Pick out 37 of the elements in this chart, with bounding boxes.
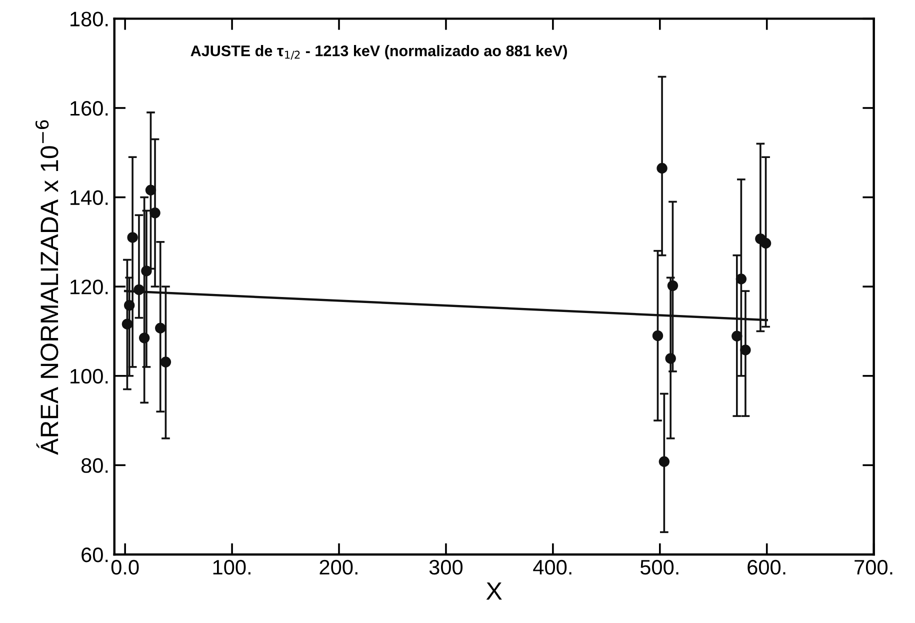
point <box>127 232 138 243</box>
x-tick-label: 300 <box>429 560 463 575</box>
x-tick-label: 500. <box>640 560 678 575</box>
x-tick-label: 0.0 <box>111 560 139 575</box>
point <box>760 238 772 249</box>
point <box>122 318 133 330</box>
x-tick-label: 600. <box>748 560 786 575</box>
x-tick-label: 200. <box>320 560 358 575</box>
point <box>665 353 676 364</box>
point <box>667 280 678 292</box>
point <box>134 284 144 296</box>
point <box>124 300 135 311</box>
point <box>656 162 668 174</box>
point <box>740 344 751 356</box>
y-tick-label: 60. <box>82 547 108 562</box>
y-tick-label: 100. <box>70 368 108 384</box>
y-tick-label: 140. <box>70 190 108 206</box>
point <box>138 332 150 344</box>
annotation: AJUSTE de τ$_{1/2}$ - 1213 keV (normalizado ao 881 keV) <box>190 45 567 60</box>
x-tick-label: 100. <box>213 560 250 575</box>
point <box>145 184 156 196</box>
point <box>155 322 166 334</box>
point <box>732 330 742 342</box>
y-tick-label: 120. <box>70 280 108 294</box>
y-axis-title: ÁREA NORMALIZADA x 10$^{−6}$ <box>35 120 58 455</box>
point <box>658 456 670 467</box>
point <box>150 208 160 218</box>
x-tick-label: 400. <box>533 560 572 575</box>
point <box>736 274 747 284</box>
y-tick-label: 80. <box>81 458 108 473</box>
y-tick-label: 180. <box>70 12 108 26</box>
point <box>652 330 664 342</box>
y-tick-label: 160. <box>70 100 108 116</box>
point <box>141 266 152 276</box>
point <box>160 356 172 368</box>
x-axis-title: X <box>486 582 502 600</box>
x-tick-label: 700. <box>854 560 892 575</box>
